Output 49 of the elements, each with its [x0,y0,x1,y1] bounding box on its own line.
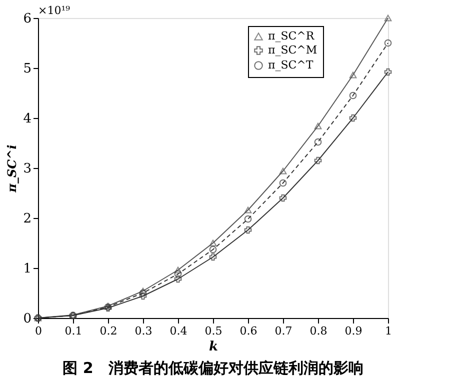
y-axis-title: π_SC^i [5,144,20,194]
x-tick-label: 0.1 [64,324,82,338]
y-tick-label: 6 [23,12,32,26]
x-tick-label: 0.9 [344,324,362,338]
point [384,39,392,47]
point [174,270,182,278]
point [244,206,252,214]
legend-label: π_SC^T [268,58,314,72]
point [314,138,322,146]
x-tick-label: 0.5 [204,324,222,338]
point [279,179,287,187]
point [174,275,182,283]
point [314,156,322,164]
y-tick-label: 5 [23,62,32,76]
y-tick-label: 1 [23,262,32,276]
point [314,122,322,130]
point [244,226,252,234]
y-tick-label: 4 [23,112,32,126]
y-tick-label: 0 [23,312,32,326]
point [349,92,357,100]
point [139,288,147,294]
x-tick-label: 0.8 [310,324,328,338]
text: ×10¹⁹ [38,4,71,17]
y-tick-label: 2 [23,212,32,226]
point [209,240,217,246]
point [209,253,217,261]
text: 图 2 消费者的低碳偏好对供应链利润的影响 [62,359,364,377]
x-tick-label: 1 [385,324,392,338]
point [139,292,147,300]
point [209,246,217,254]
point [349,72,357,78]
x-tick-label: 0 [35,324,42,338]
x-tick-label: 0.3 [134,324,152,338]
x-tick-label: 0.2 [100,324,118,338]
legend-label: π_SC^R [268,30,315,42]
x-axis-title: k [208,340,218,354]
point [244,215,252,223]
point [384,68,392,76]
x-tick-label: 0.7 [274,324,292,338]
y-tick-label: 3 [23,162,32,176]
x-tick-label: 0.6 [240,324,258,338]
point [349,114,357,122]
x-tick-label: 0.4 [170,324,188,338]
point [279,194,287,202]
point [174,266,182,274]
point [279,168,287,174]
point [139,289,147,297]
point [384,14,392,22]
legend-label: π_SC^M [268,44,318,56]
